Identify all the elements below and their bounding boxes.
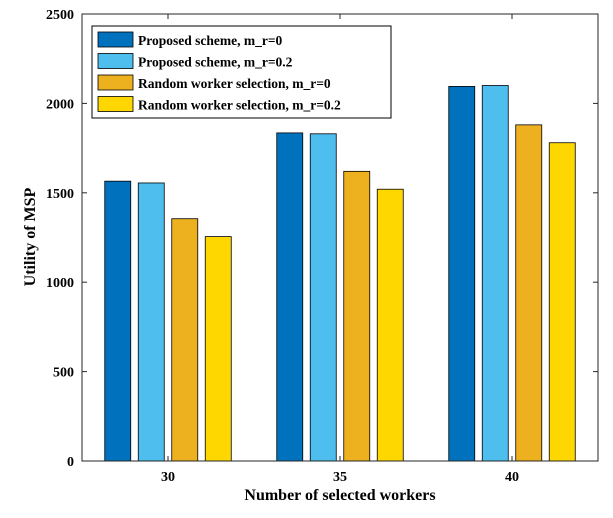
- y-tick-label: 1500: [46, 187, 74, 202]
- x-axis-label: Number of selected workers: [244, 487, 435, 504]
- y-axis: 0 500 1000 1500 2000 2500: [46, 8, 598, 470]
- bar: [448, 86, 476, 462]
- bar: [204, 236, 232, 462]
- bar: [276, 132, 304, 462]
- legend-swatch: [97, 53, 134, 69]
- legend-swatch: [97, 96, 134, 112]
- legend-swatch: [97, 31, 134, 48]
- y-tick-label: 0: [67, 455, 74, 470]
- y-tick-label: 1000: [46, 276, 74, 291]
- legend-label: Proposed scheme, m_r=0.2: [138, 55, 293, 70]
- bar: [171, 218, 199, 462]
- legend: Proposed scheme, m_r=0 Proposed scheme, m…: [91, 25, 392, 119]
- legend-label: Random worker selection, m_r=0: [138, 76, 331, 91]
- legend-label: Proposed scheme, m_r=0: [138, 33, 283, 48]
- y-tick-label: 2000: [46, 97, 74, 112]
- bar: [481, 85, 509, 462]
- bar: [343, 170, 371, 462]
- bar: [515, 124, 543, 462]
- bar: [376, 188, 404, 462]
- legend-box: [91, 25, 392, 119]
- x-tick-label: 40: [505, 470, 519, 485]
- bar: [309, 133, 337, 462]
- y-axis-label: Utility of MSP: [22, 187, 39, 286]
- y-tick-label: 2500: [46, 8, 74, 23]
- bar: [548, 142, 576, 462]
- bar: [104, 180, 132, 462]
- legend-label: Random worker selection, m_r=0.2: [138, 98, 341, 113]
- legend-swatch: [97, 74, 134, 91]
- x-tick-label: 35: [333, 470, 347, 485]
- y-tick-label: 500: [53, 366, 74, 381]
- bar: [137, 182, 165, 462]
- bars-layer: [104, 85, 576, 462]
- x-tick-label: 30: [161, 470, 175, 485]
- x-axis: 30 35 40: [161, 14, 519, 485]
